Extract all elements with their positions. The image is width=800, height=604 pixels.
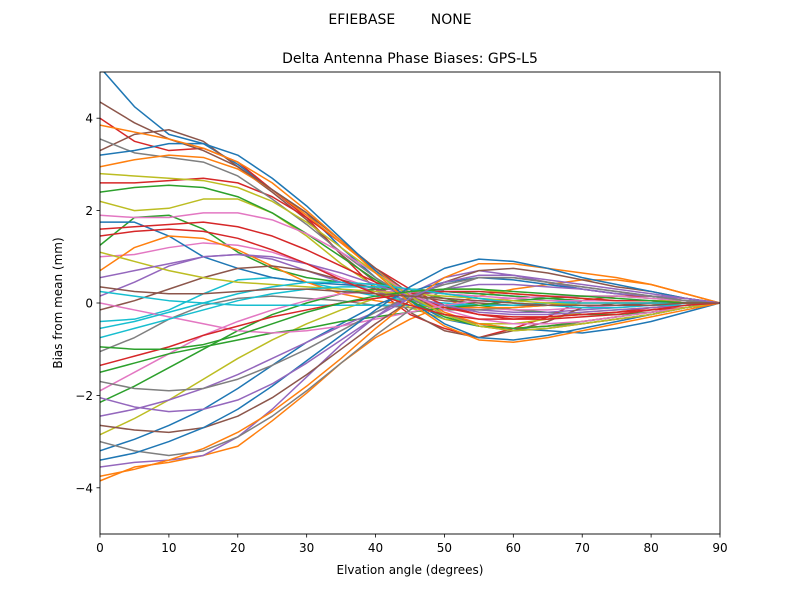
series-line (100, 124, 720, 344)
series-line (100, 295, 720, 334)
x-tick-label: 0 (96, 541, 104, 555)
y-tick-label: 2 (85, 204, 93, 218)
y-tick-label: 0 (85, 297, 93, 311)
series-line (100, 228, 720, 320)
x-tick-label: 10 (161, 541, 176, 555)
series-line (100, 274, 720, 413)
figure-suptitle: EFIEBASE NONE (328, 12, 471, 28)
x-tick-label: 80 (643, 541, 658, 555)
series-line (100, 258, 720, 461)
x-tick-label: 60 (506, 541, 521, 555)
x-tick-label: 20 (230, 541, 245, 555)
y-axis: −4 −2 0 2 4 (75, 112, 100, 495)
y-tick-label: −2 (75, 389, 93, 403)
y-tick-label: 4 (85, 112, 93, 126)
x-tick-label: 40 (368, 541, 383, 555)
y-axis-label: Bias from mean (mm) (51, 237, 65, 368)
x-tick-label: 30 (299, 541, 314, 555)
x-tick-label: 70 (575, 541, 590, 555)
x-tick-label: 90 (712, 541, 727, 555)
y-tick-label: −4 (75, 481, 93, 495)
x-axis: 0 10 20 30 40 50 60 70 80 90 (96, 534, 728, 555)
series-layer (100, 72, 720, 482)
series-line (100, 212, 720, 325)
series-line (100, 281, 720, 330)
x-tick-label: 50 (437, 541, 452, 555)
plot-area (99, 71, 721, 535)
series-line (100, 288, 720, 350)
x-axis-label: Elvation angle (degrees) (337, 563, 484, 577)
series-line (100, 286, 720, 307)
chart-title: Delta Antenna Phase Biases: GPS-L5 (282, 51, 538, 67)
